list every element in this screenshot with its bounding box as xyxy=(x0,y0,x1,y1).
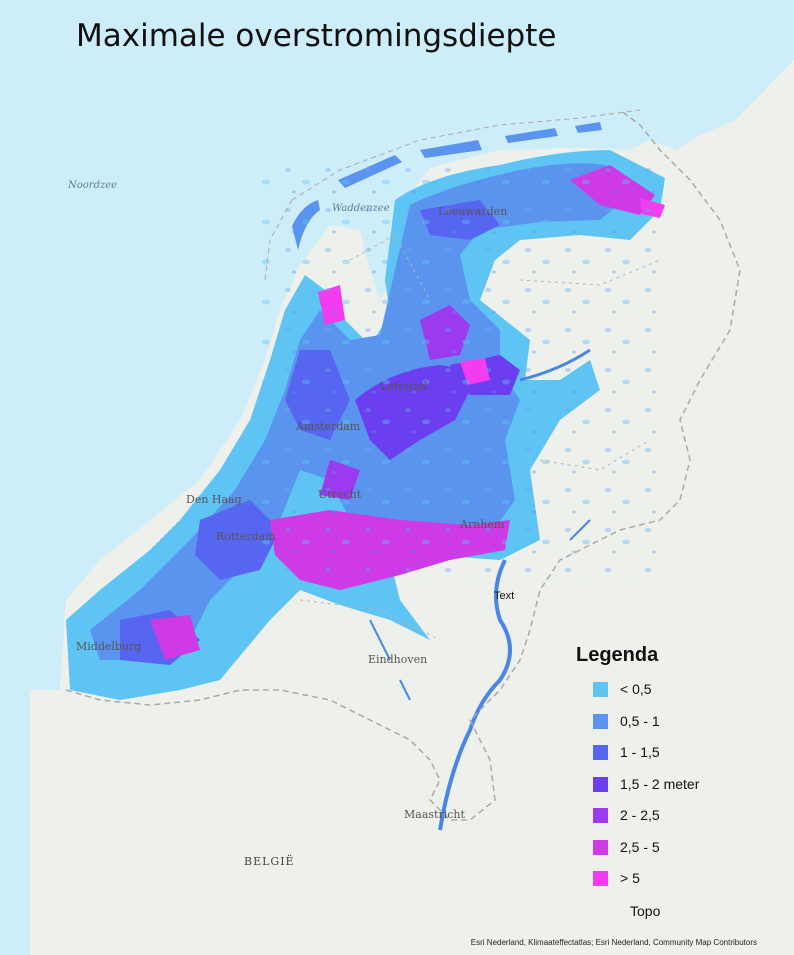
label-eindhoven: Eindhoven xyxy=(368,653,428,666)
text-callout: Text xyxy=(494,590,515,602)
legend-swatch xyxy=(593,713,608,729)
legend-topo-label: Topo xyxy=(630,902,661,919)
legend-swatch xyxy=(593,839,608,855)
label-waddenzee: Waddenzee xyxy=(332,203,390,214)
legend-swatch xyxy=(593,682,608,697)
legend-label: 0,5 - 1 xyxy=(620,712,660,729)
legend-swatch xyxy=(593,808,608,823)
province-border xyxy=(299,234,661,641)
legend-item: < 0,5 xyxy=(575,681,775,713)
legend-label: 2 - 2,5 xyxy=(620,807,660,823)
legend-label: < 0,5 xyxy=(620,681,652,697)
river-ijssel xyxy=(519,348,591,382)
label-amsterdam: Amsterdam xyxy=(296,420,361,433)
legend-swatch xyxy=(593,871,608,886)
map-title: Maximale overstromingsdiepte xyxy=(76,18,557,54)
label-rotterdam: Rotterdam xyxy=(216,530,276,543)
legend-swatch xyxy=(593,776,608,792)
legend-label: > 5 xyxy=(620,870,640,886)
label-utrecht: Utrecht xyxy=(318,488,362,501)
label-belgie: BELGIË xyxy=(244,855,295,868)
label-arnhem: Arnhem xyxy=(460,518,505,531)
river-maas xyxy=(438,559,512,831)
legend-item: > 5 xyxy=(575,870,775,902)
label-middelburg: Middelburg xyxy=(76,640,142,653)
attribution: Esri Nederland, Klimaateffectatlas; Esri… xyxy=(470,938,757,947)
wadden-boundary xyxy=(264,109,641,281)
label-lelystad: Lelystad xyxy=(380,380,428,393)
label-noordzee: Noordzee xyxy=(68,180,118,191)
legend-item: 0,5 - 1 xyxy=(575,713,775,745)
legend-item: 1 - 1,5 xyxy=(575,744,775,776)
flood-texture xyxy=(260,160,660,580)
legend-swatch xyxy=(593,745,608,760)
legend-label: 1,5 - 2 meter xyxy=(620,775,700,792)
legend: Legenda < 0,5 0,5 - 1 1 - 1,5 1,5 - 2 me… xyxy=(575,644,775,919)
wadden-islands xyxy=(292,122,602,250)
legend-label: 2,5 - 5 xyxy=(620,838,660,855)
legend-label: 1 - 1,5 xyxy=(620,744,660,760)
label-maastricht: Maastricht xyxy=(404,808,465,821)
river-small xyxy=(369,519,591,701)
legend-item: 1,5 - 2 meter xyxy=(575,776,775,808)
legend-title: Legenda xyxy=(576,644,659,666)
label-leeuwarden: Leeuwarden xyxy=(438,205,508,218)
label-den-haag: Den Haag xyxy=(186,493,242,506)
national-border xyxy=(65,109,741,821)
legend-item: 2,5 - 5 xyxy=(575,839,775,871)
legend-item: 2 - 2,5 xyxy=(575,807,775,839)
